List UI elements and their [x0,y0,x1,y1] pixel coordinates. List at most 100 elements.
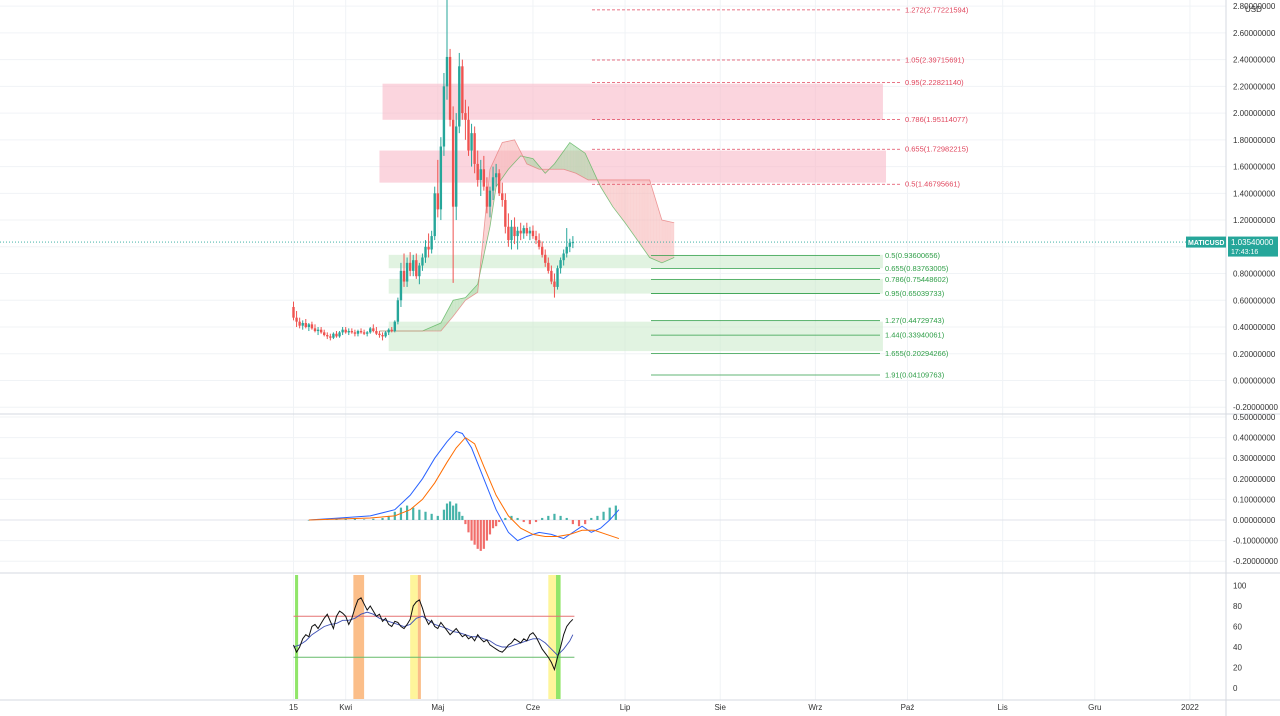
price-axis-label: 1.20000000 [1233,216,1276,225]
price-axis-label: -0.20000000 [1233,403,1278,412]
cloud-segment [672,222,675,259]
macd-histogram-bar [485,520,489,541]
macd-histogram-bar [534,520,538,523]
candle-body [319,329,323,333]
rsi-axis-label: 100 [1233,582,1247,591]
macd-histogram-bar [381,517,384,520]
cloud-segment [569,142,572,172]
candle-body [424,246,427,258]
cloud-segment [482,230,484,263]
candle-body [491,177,495,191]
cloud-segment [669,221,672,260]
cloud-segment [635,179,638,241]
cloud-segment [474,285,477,295]
candle-body [537,240,541,247]
fib-level-label: 0.655(0.83763005) [885,264,949,273]
candle-body [384,332,387,337]
candle-body [513,226,516,237]
candle-body [335,333,338,337]
candle-body [372,328,375,332]
cloud-segment [531,158,533,167]
cloud-segment [517,145,520,160]
macd-axis-label: -0.20000000 [1233,557,1278,566]
cloud-segment [514,139,517,163]
candle-body [556,268,559,287]
cloud-segment [509,140,512,168]
cloud-segment [620,179,622,219]
cloud-segment [503,141,506,176]
cloud-span-b [379,139,675,332]
cloud-segment [663,220,665,263]
candle-body [464,113,467,120]
candle-body [571,242,575,244]
candle-body [369,328,372,333]
cloud-segment [483,215,486,256]
last-price-tag[interactable]: MATICUSD 1.03540000 17:43:16 [1186,236,1278,257]
cloud-segment [437,323,440,332]
zone-rectangles [379,83,887,352]
cloud-segment [625,179,627,225]
price-axis-label: 2.00000000 [1233,109,1276,118]
candle-body [547,262,550,271]
cloud-segment [519,148,521,158]
candle-body [350,331,354,333]
time-axis-label: Lip [620,703,631,712]
support-zone [388,254,883,269]
cloud-segment [614,179,616,211]
cloud-segment [511,140,514,166]
candle-body [430,236,433,250]
price-axis-label: 0.40000000 [1233,323,1276,332]
price-axis-label: 0.00000000 [1233,377,1276,386]
candle-body [494,173,498,178]
cloud-segment [555,159,558,170]
candle-body [338,332,341,337]
fib-level-label: 1.91(0.04109763) [885,371,945,380]
time-axis-label: Paź [901,703,915,712]
candle-body [568,242,571,247]
candle-body [531,230,535,237]
macd-histogram-bar [541,517,544,520]
macd-histogram-bar [405,505,409,520]
cloud-segment [445,311,447,326]
cloud-segment [451,300,454,319]
candle-body [497,173,501,194]
cloud-segment [516,142,518,161]
cloud-segment [439,323,441,332]
cloud-segment [559,155,561,170]
cloud-segment [557,157,560,170]
macd-histogram-bar [424,511,427,520]
price-axis-label: 2.40000000 [1233,56,1276,65]
macd-histogram-bar [372,518,375,520]
time-axis-label: Wrz [808,703,822,712]
cloud-segment [450,303,452,321]
cloud-segment [454,299,457,315]
candle-body [387,329,390,333]
symbol-tag-label: MATICUSD [1188,240,1224,247]
cloud-segment [532,158,535,168]
candle-body [329,336,332,338]
candle-body [292,306,295,318]
candle-body [445,56,449,87]
candle-body [528,230,532,234]
candle-body [501,193,504,201]
candle-body [479,169,482,180]
time-axis: 15 Kwi Maj Cze Lip Sie Wrz Paź Lis Gru 2022 [289,703,1199,712]
cloud-segment [618,179,621,217]
candle-body [525,228,529,234]
cloud-segment [641,179,644,249]
cloud-segment [606,179,609,200]
cloud-segment [609,179,612,205]
cloud-segment [463,297,466,303]
time-axis-label: Gru [1088,703,1101,712]
cloud-segment [615,179,618,213]
macd-axis-label: 0.50000000 [1233,413,1276,422]
price-axis-label: 0.80000000 [1233,270,1276,279]
macd-axis-label: 0.00000000 [1233,516,1276,525]
fib-level-label: 1.44(0.33940061) [885,331,945,340]
cloud-segment [657,205,659,262]
price-axis-label: 0.60000000 [1233,296,1276,305]
cloud-segment [502,142,504,178]
candle-body [470,133,473,151]
candle-body [344,329,347,333]
candle-body [544,254,547,263]
